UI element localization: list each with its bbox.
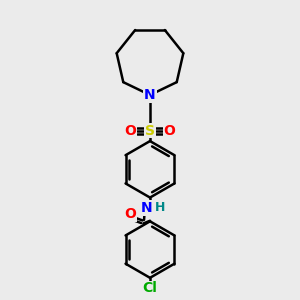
- Text: H: H: [155, 202, 166, 214]
- Text: O: O: [125, 207, 136, 221]
- Text: S: S: [145, 124, 155, 138]
- Text: N: N: [144, 88, 156, 102]
- Text: N: N: [141, 201, 153, 215]
- Text: O: O: [164, 124, 175, 138]
- Text: O: O: [125, 124, 136, 138]
- Text: Cl: Cl: [142, 281, 158, 295]
